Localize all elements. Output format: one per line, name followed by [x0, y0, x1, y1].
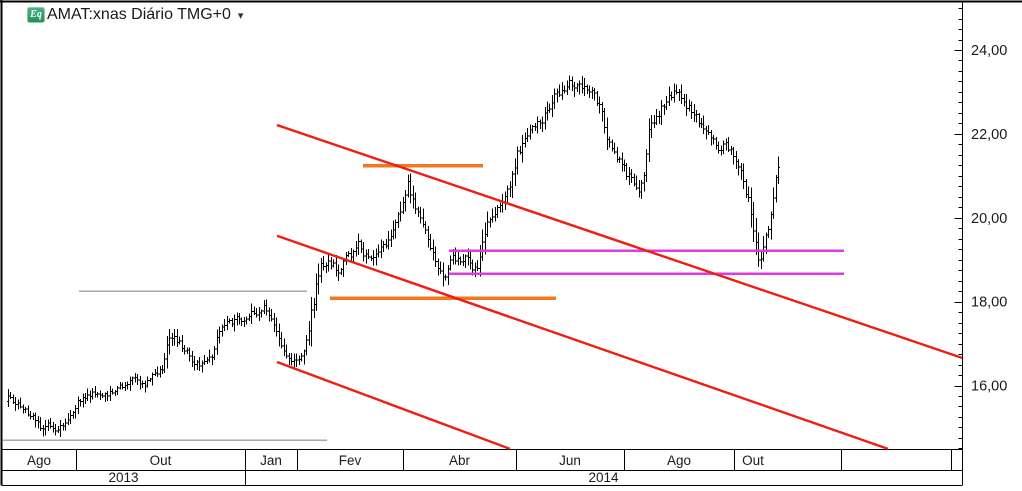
symbol-title: AMAT:xnas Diário TMG+0 — [47, 6, 231, 23]
equity-badge-icon: Eq — [27, 7, 45, 23]
svg-text:20,00: 20,00 — [971, 211, 1007, 227]
month-label: Ago — [667, 453, 691, 468]
month-label: Fev — [339, 453, 362, 468]
time-axis: Ago Out Jan Fev Abr Jun Ago Out 2013 2014 — [27, 449, 952, 486]
trendline-red-channel-upper[interactable] — [276, 123, 963, 359]
month-label: Ago — [27, 453, 51, 468]
price-axis: 24,00 22,00 20,00 18,00 16,00 — [954, 8, 1007, 449]
month-label: Jan — [260, 453, 282, 468]
year-label: 2013 — [108, 470, 138, 485]
year-label: 2014 — [588, 470, 619, 485]
ohlc-bars — [6, 75, 781, 437]
trendline-red-channel-lower[interactable] — [276, 360, 511, 450]
svg-text:18,00: 18,00 — [971, 295, 1007, 311]
svg-text:22,00: 22,00 — [971, 127, 1007, 143]
ohlc-bar-series — [6, 75, 781, 437]
month-label: Abr — [449, 453, 471, 468]
trendline-red-channel-middle[interactable] — [276, 234, 889, 450]
svg-text:16,00: 16,00 — [971, 379, 1007, 395]
symbol-selector[interactable]: Eq AMAT:xnas Diário TMG+0 ▾ — [27, 6, 243, 24]
month-label: Out — [150, 453, 172, 468]
month-label: Out — [742, 453, 764, 468]
month-label: Jun — [559, 453, 581, 468]
chevron-down-icon[interactable]: ▾ — [237, 9, 244, 22]
svg-text:24,00: 24,00 — [971, 43, 1007, 59]
